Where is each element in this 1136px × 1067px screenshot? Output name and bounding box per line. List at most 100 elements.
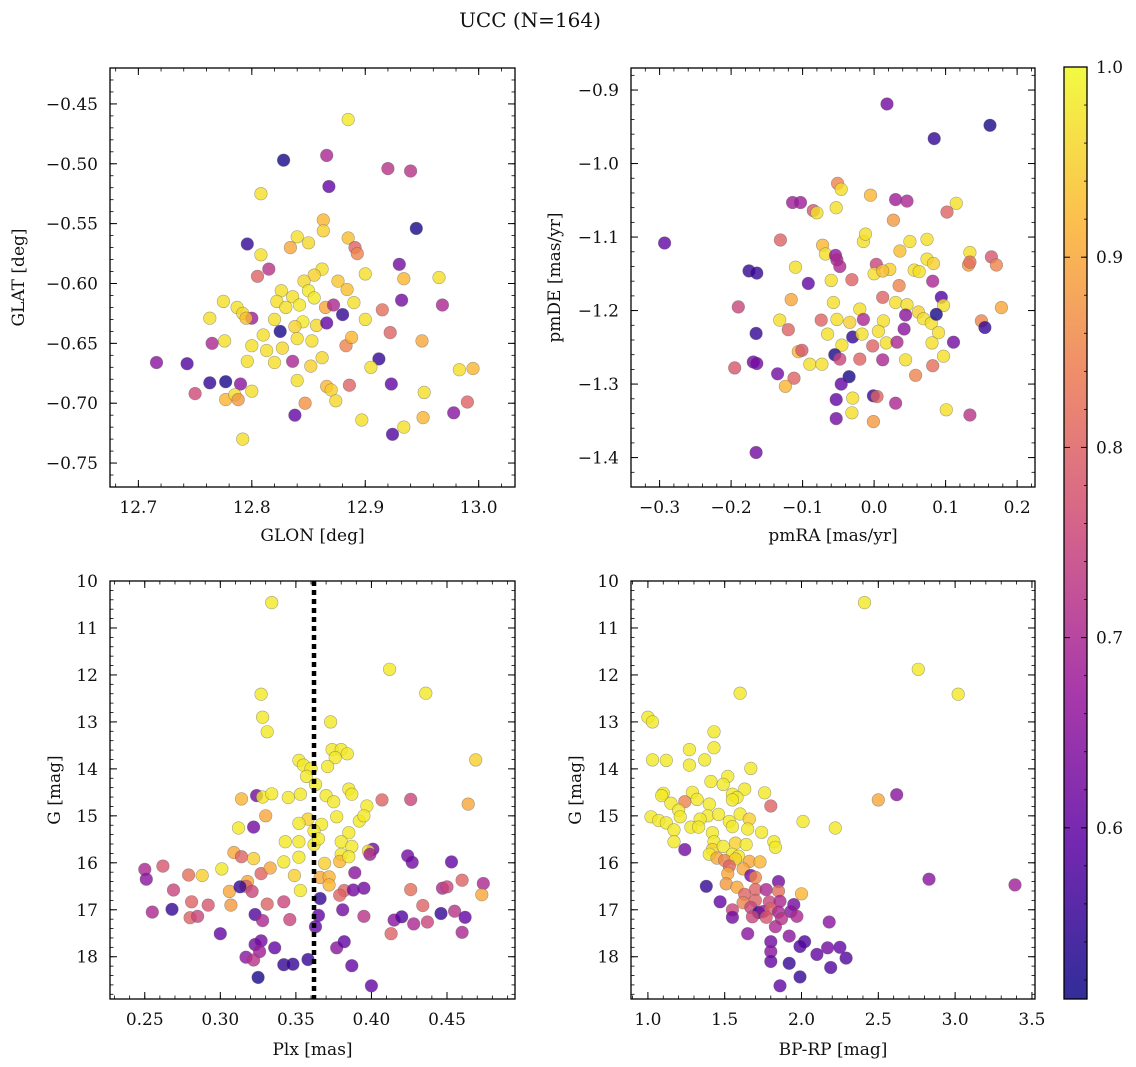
data-point bbox=[407, 917, 421, 931]
data-point bbox=[286, 957, 300, 971]
data-point bbox=[350, 247, 364, 261]
y-tick-label: −0.50 bbox=[46, 155, 98, 175]
data-point bbox=[416, 898, 430, 913]
data-point bbox=[420, 915, 435, 929]
data-point bbox=[397, 272, 411, 286]
data-point bbox=[283, 241, 298, 255]
data-point bbox=[826, 295, 841, 310]
data-point bbox=[936, 349, 951, 363]
data-point bbox=[256, 328, 270, 342]
y-tick-label: 13 bbox=[597, 713, 619, 733]
data-point bbox=[301, 236, 316, 250]
data-point bbox=[773, 233, 788, 247]
data-point bbox=[803, 357, 817, 371]
data-point bbox=[920, 232, 934, 246]
data-point bbox=[846, 391, 860, 405]
data-point bbox=[951, 687, 965, 701]
data-point bbox=[949, 196, 963, 210]
panel-position: 12.7 12.8 12.9 13.0 −0.45 −0.50 −0.55 −0.60 −0.6… bbox=[9, 67, 516, 546]
data-point bbox=[795, 343, 809, 357]
data-point bbox=[784, 293, 798, 307]
y-tick-label: 18 bbox=[597, 948, 619, 968]
data-point bbox=[892, 279, 906, 293]
data-point bbox=[922, 872, 936, 886]
data-point bbox=[963, 408, 977, 422]
data-point bbox=[409, 221, 423, 235]
data-point bbox=[404, 792, 418, 807]
y-tick-label: 10 bbox=[597, 572, 619, 592]
data-point bbox=[315, 351, 329, 365]
data-point bbox=[265, 787, 279, 801]
data-point bbox=[267, 355, 282, 370]
data-point bbox=[298, 396, 312, 410]
y-tick-label: −0.55 bbox=[46, 215, 98, 235]
x-axis-label: Plx [mas] bbox=[272, 1040, 352, 1060]
data-point bbox=[236, 432, 250, 446]
data-point bbox=[911, 662, 925, 676]
data-point bbox=[342, 850, 356, 864]
data-point bbox=[405, 855, 419, 869]
data-point bbox=[820, 941, 835, 955]
data-point bbox=[182, 868, 196, 882]
data-point bbox=[307, 291, 321, 305]
data-point bbox=[773, 979, 787, 993]
data-point bbox=[711, 807, 726, 822]
y-tick-label: 16 bbox=[597, 854, 619, 874]
data-point bbox=[770, 367, 785, 381]
data-point bbox=[278, 835, 292, 849]
data-point bbox=[659, 753, 673, 768]
data-point bbox=[782, 929, 796, 943]
data-point bbox=[834, 377, 848, 391]
data-point bbox=[290, 373, 304, 388]
data-point bbox=[750, 356, 764, 371]
data-point bbox=[233, 377, 248, 391]
data-point bbox=[385, 427, 400, 441]
data-point bbox=[845, 273, 859, 287]
data-point bbox=[381, 162, 395, 176]
y-tick-label: 11 bbox=[597, 619, 619, 639]
x-tick-label: 12.7 bbox=[119, 498, 157, 518]
data-point bbox=[419, 686, 433, 700]
data-point bbox=[793, 970, 807, 984]
data-point bbox=[333, 888, 347, 902]
data-point bbox=[461, 797, 475, 811]
data-point bbox=[355, 413, 369, 427]
y-tick-label: 10 bbox=[76, 572, 98, 592]
data-point bbox=[277, 855, 291, 869]
data-point bbox=[316, 224, 330, 238]
data-point bbox=[741, 927, 755, 941]
data-point bbox=[863, 188, 878, 202]
panel-proper-motion: −0.3 −0.2 −0.1 0.0 0.1 0.2 −0.9 −1.0 −1.1 −1.2 −1.… bbox=[545, 67, 1036, 546]
data-point bbox=[384, 927, 398, 941]
data-point bbox=[444, 855, 459, 869]
y-tick-label: −1.3 bbox=[578, 375, 619, 395]
data-point bbox=[839, 951, 853, 965]
data-point bbox=[329, 394, 343, 408]
data-point bbox=[458, 910, 472, 924]
data-point bbox=[725, 793, 740, 807]
data-point bbox=[926, 274, 940, 288]
data-point bbox=[824, 960, 838, 975]
data-point bbox=[843, 315, 857, 329]
data-point bbox=[469, 753, 483, 767]
data-point bbox=[926, 256, 941, 271]
data-point bbox=[753, 855, 767, 869]
x-tick-label: 3.0 bbox=[942, 1010, 969, 1030]
data-point bbox=[149, 355, 164, 370]
data-point bbox=[318, 856, 332, 870]
y-tick-label: −1.4 bbox=[578, 449, 619, 469]
data-point bbox=[345, 959, 359, 973]
data-point bbox=[657, 236, 672, 250]
data-point bbox=[460, 395, 475, 409]
data-point bbox=[888, 193, 903, 207]
data-point bbox=[201, 898, 215, 912]
scatter-panels: 12.7 12.8 12.9 13.0 −0.45 −0.50 −0.55 −0.60 −0.6… bbox=[9, 67, 1045, 1060]
data-point bbox=[815, 357, 829, 371]
colorbar-tick-label: 0.8 bbox=[1096, 438, 1123, 458]
data-point bbox=[364, 979, 379, 993]
data-point bbox=[219, 375, 233, 389]
data-point bbox=[828, 821, 842, 835]
data-point bbox=[195, 868, 209, 883]
data-point bbox=[835, 338, 849, 352]
data-point bbox=[853, 352, 867, 366]
